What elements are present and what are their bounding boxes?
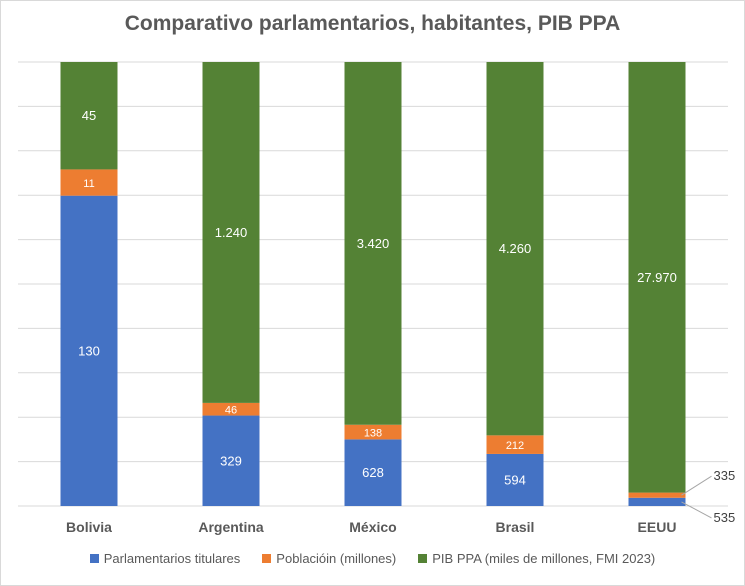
bar-parlamentarios [202,415,260,506]
data-label: 138 [364,428,382,440]
legend-item-poblacion: Poblacióin (millones) [262,551,396,566]
category-label: Argentina [198,519,264,535]
legend-label-parlamentarios: Parlamentarios titulares [103,551,241,566]
data-label: 628 [362,465,384,480]
data-label: 27.970 [637,270,677,285]
bar-pib [628,62,686,493]
bar-pib [60,62,118,170]
bar-parlamentarios [486,453,544,506]
data-label: 329 [220,453,242,468]
category-label: Brasil [496,519,535,535]
bar-pib [486,62,544,436]
bar-parlamentarios [60,195,118,506]
legend-item-parlamentarios: Parlamentarios titulares [89,551,241,566]
data-label: 11 [83,178,94,190]
data-label: 1.240 [215,225,248,240]
legend-swatch-parlamentarios [89,554,99,563]
bar-pib [344,62,402,425]
bar-poblacion [202,402,260,416]
bar-parlamentarios [628,497,686,506]
legend-swatch-poblacion [262,554,272,563]
legend-swatch-pib [418,554,428,563]
data-label: 4.260 [499,241,532,256]
data-label: 3.420 [357,236,390,251]
bar-pib [202,62,260,403]
legend-label-pib: PIB PPA (miles de millones, FMI 2023) [432,551,656,566]
chart-title: Comparativo parlamentarios, habitantes, … [124,12,621,35]
bar-poblacion [486,435,544,454]
legend: Parlamentarios titulares Poblacióin (mil… [0,551,745,566]
bar-poblacion [60,169,118,196]
leader-line [681,475,712,496]
bar-poblacion [344,424,402,440]
bar-poblacion [628,492,686,498]
category-label: EEUU [638,519,677,535]
data-label: 45 [82,108,96,123]
data-label: 130 [78,343,100,358]
category-label: Bolivia [66,519,112,535]
legend-item-pib: PIB PPA (miles de millones, FMI 2023) [418,551,655,566]
data-label: 535 [714,510,736,525]
data-label: 46 [225,405,237,417]
leader-line [681,501,712,519]
legend-label-poblacion: Poblacióin (millones) [276,551,397,566]
data-label: 212 [506,440,524,452]
category-label: México [349,519,396,535]
bar-parlamentarios [344,439,402,506]
data-label: 594 [504,472,526,487]
data-label: 335 [714,468,736,483]
